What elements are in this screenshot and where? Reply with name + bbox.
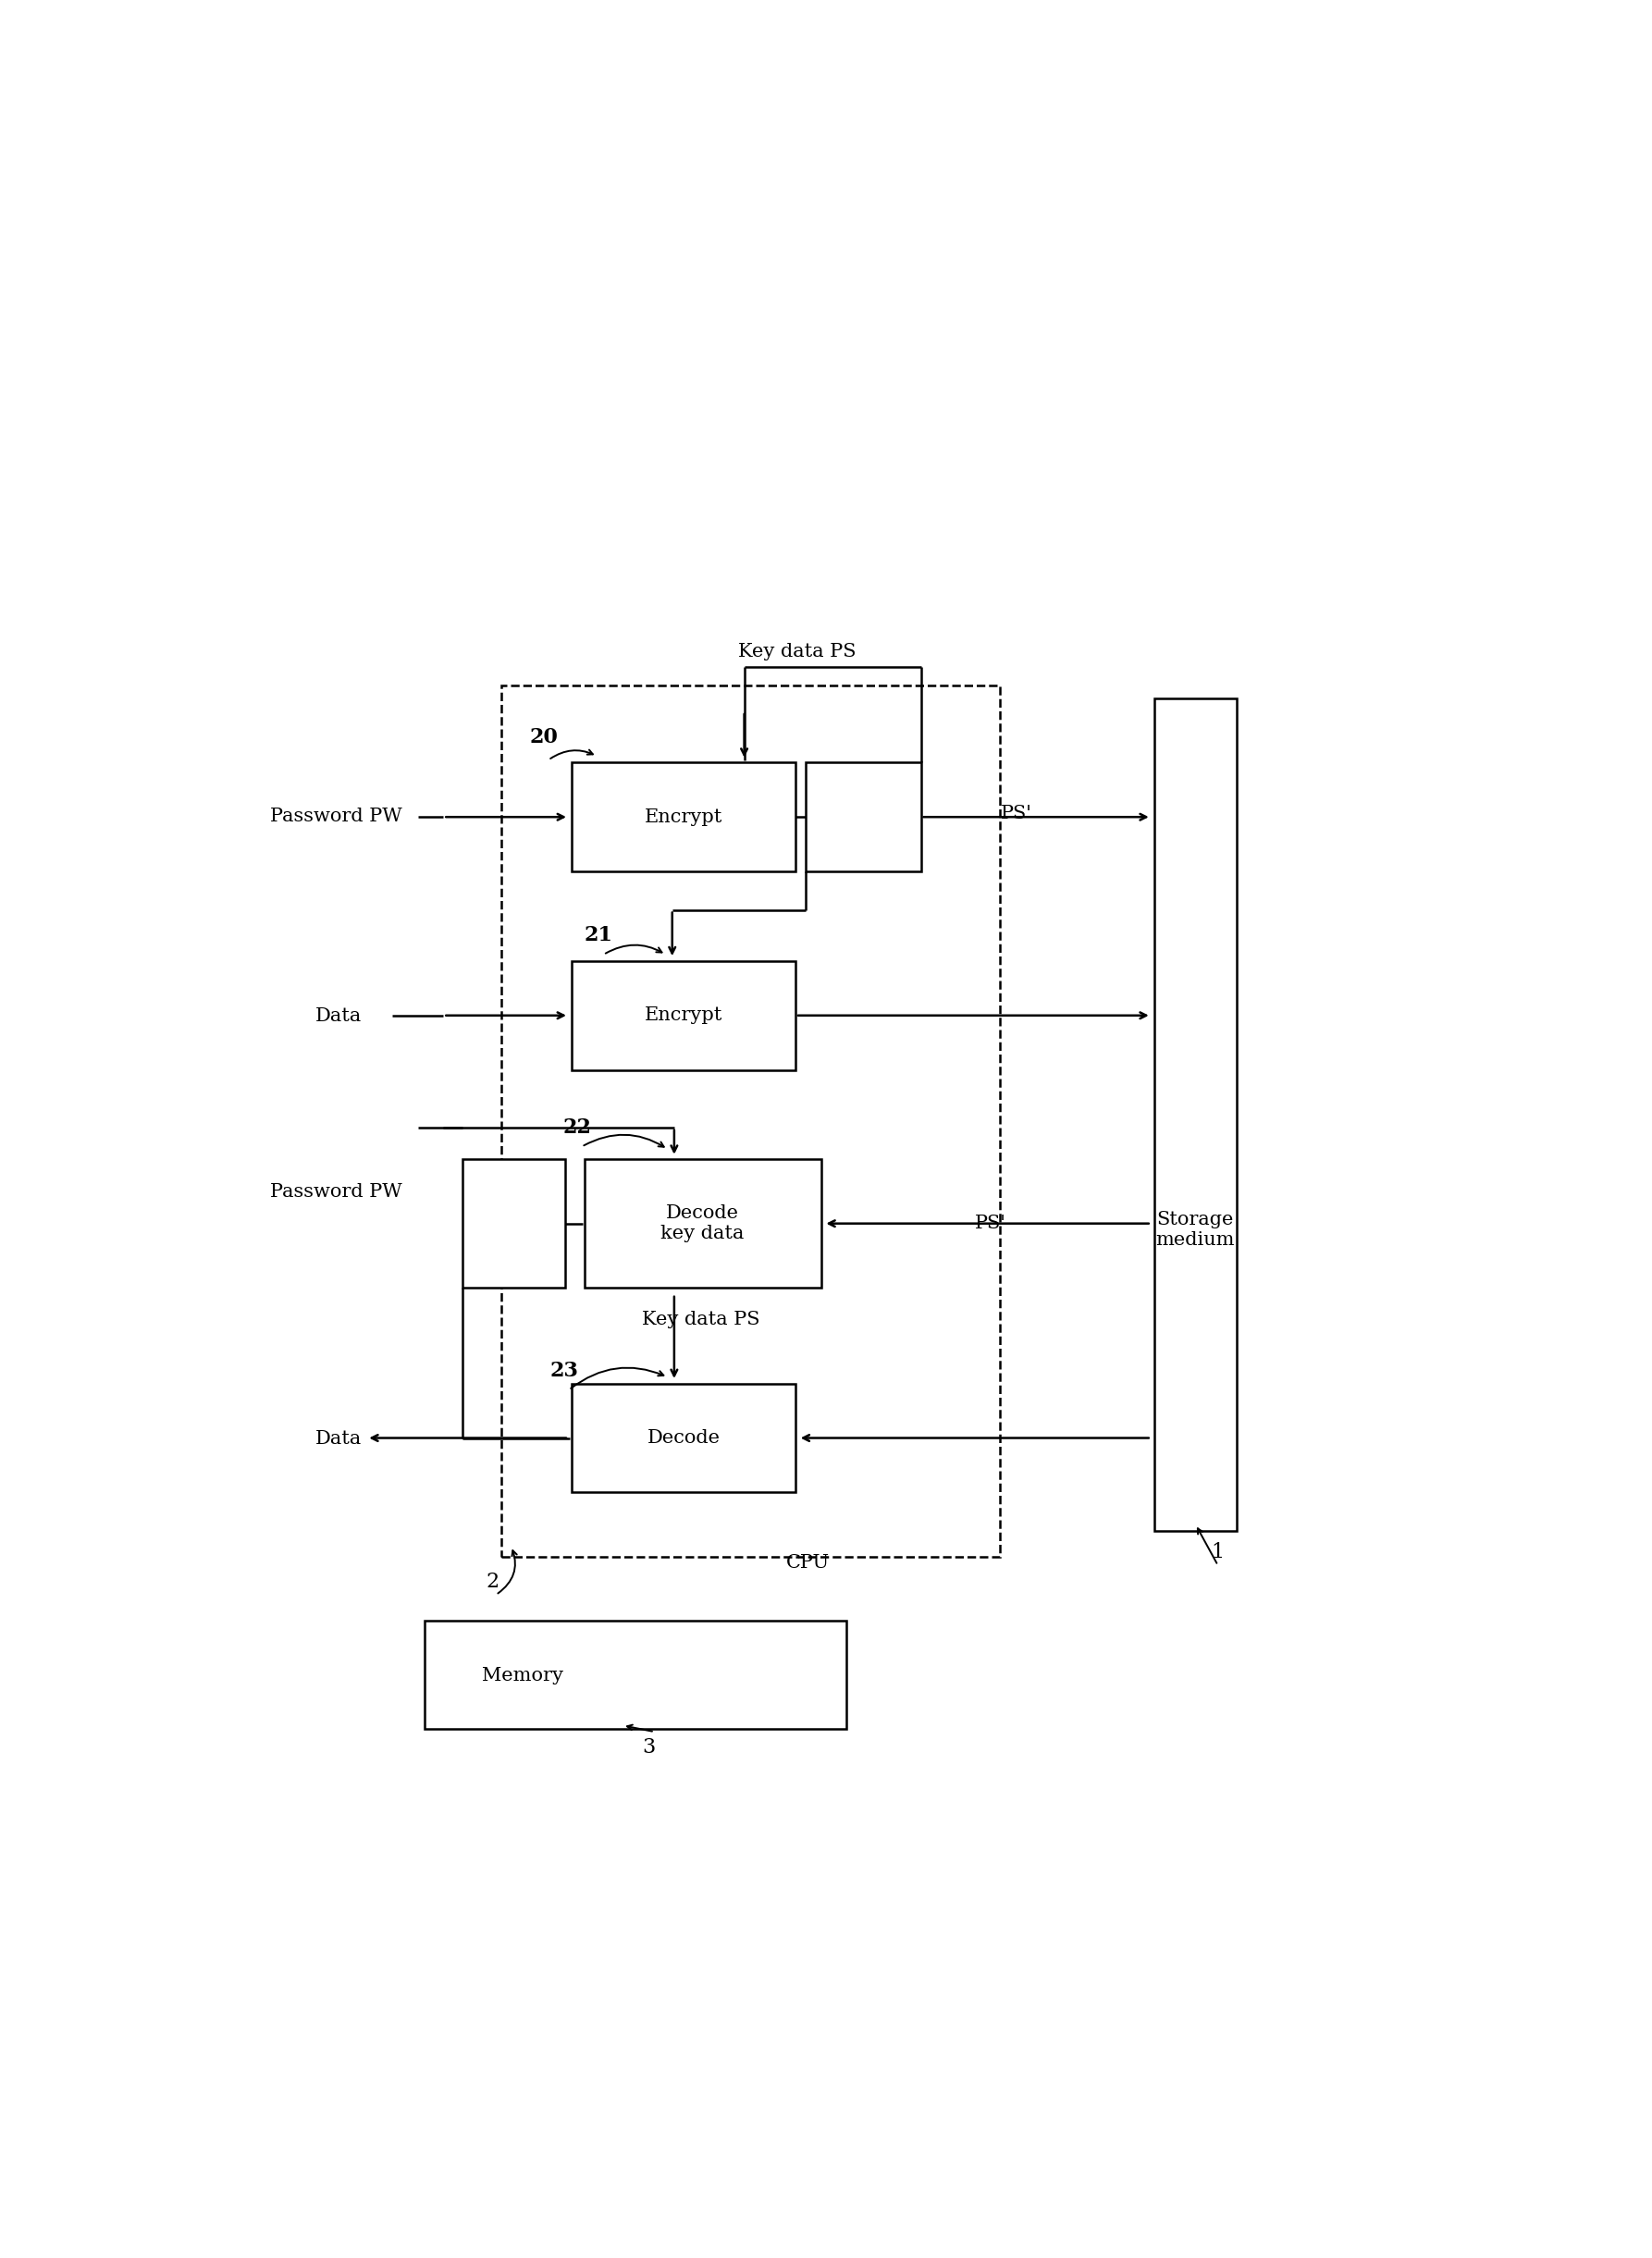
Text: 2: 2 (486, 1572, 499, 1592)
Text: Data: Data (316, 1007, 362, 1025)
Text: 3: 3 (643, 1736, 654, 1757)
Bar (463, 1161, 565, 1287)
Text: Password PW: Password PW (271, 808, 403, 824)
Text: 20: 20 (529, 727, 558, 747)
Text: 22: 22 (562, 1118, 591, 1138)
Text: 1: 1 (1211, 1542, 1224, 1563)
Text: Storage
medium: Storage medium (1155, 1210, 1234, 1249)
Bar (501, 686, 1001, 1556)
Text: Key data PS: Key data PS (643, 1310, 760, 1328)
Bar (572, 1384, 796, 1493)
Text: Password PW: Password PW (271, 1183, 403, 1201)
Text: Data: Data (316, 1429, 362, 1447)
Text: PS': PS' (1001, 806, 1032, 822)
Text: CPU: CPU (786, 1554, 829, 1572)
Bar (425, 1621, 847, 1730)
Bar (572, 763, 796, 872)
Text: Encrypt: Encrypt (644, 808, 722, 826)
Text: 21: 21 (585, 926, 613, 946)
Text: Key data PS: Key data PS (738, 644, 856, 659)
Bar (806, 763, 920, 872)
Text: Decode
key data: Decode key data (661, 1204, 745, 1242)
Text: 23: 23 (550, 1362, 578, 1382)
Text: Memory: Memory (482, 1666, 563, 1684)
Bar (572, 962, 796, 1070)
Text: Encrypt: Encrypt (644, 1007, 722, 1025)
Bar (1153, 698, 1237, 1531)
Bar (585, 1161, 821, 1287)
Text: Decode: Decode (648, 1429, 720, 1447)
Text: PS': PS' (975, 1215, 1006, 1233)
